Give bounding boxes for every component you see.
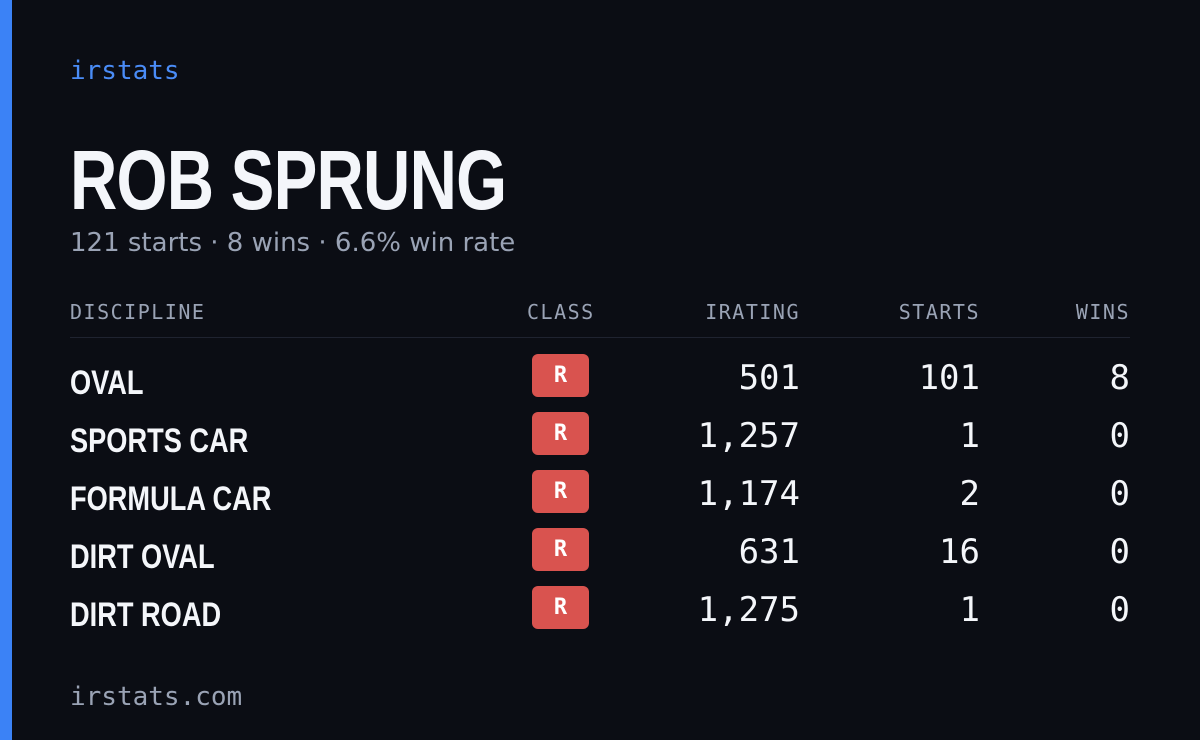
driver-name: ROB SPRUNG — [70, 133, 507, 227]
footer: irstats.com — [70, 682, 243, 712]
header-discipline: DISCIPLINE — [70, 300, 206, 324]
discipline: SPORTS CAR — [70, 422, 249, 460]
irating: 1,174 — [697, 474, 800, 514]
wins: 8 — [1109, 358, 1130, 398]
irating: 501 — [738, 358, 800, 398]
wins: 0 — [1109, 416, 1130, 456]
wins: 0 — [1109, 590, 1130, 630]
header-rule — [70, 337, 1130, 338]
header-irating: IRATING — [705, 300, 800, 324]
irating: 631 — [738, 532, 800, 572]
starts: 1 — [959, 590, 980, 630]
summary: 121 starts · 8 wins · 6.6% win rate — [70, 228, 516, 258]
class-badge: R — [532, 528, 589, 571]
discipline: DIRT ROAD — [70, 596, 222, 634]
accent-bar — [0, 0, 12, 740]
discipline: DIRT OVAL — [70, 538, 215, 576]
header-wins: WINS — [1075, 300, 1130, 324]
irating: 1,275 — [697, 590, 800, 630]
class-badge: R — [532, 586, 589, 629]
starts: 1 — [959, 416, 980, 456]
starts: 2 — [959, 474, 980, 514]
header-starts: STARTS — [898, 300, 980, 324]
starts: 16 — [939, 532, 980, 572]
wins: 0 — [1109, 474, 1130, 514]
wins: 0 — [1109, 532, 1130, 572]
class-badge: R — [532, 354, 589, 397]
class-badge: R — [532, 412, 589, 455]
starts: 101 — [918, 358, 980, 398]
discipline: OVAL — [70, 364, 144, 402]
discipline: FORMULA CAR — [70, 480, 272, 518]
brand: irstats — [70, 56, 180, 86]
irating: 1,257 — [697, 416, 800, 456]
class-badge: R — [532, 470, 589, 513]
header-class: CLASS — [527, 300, 595, 324]
